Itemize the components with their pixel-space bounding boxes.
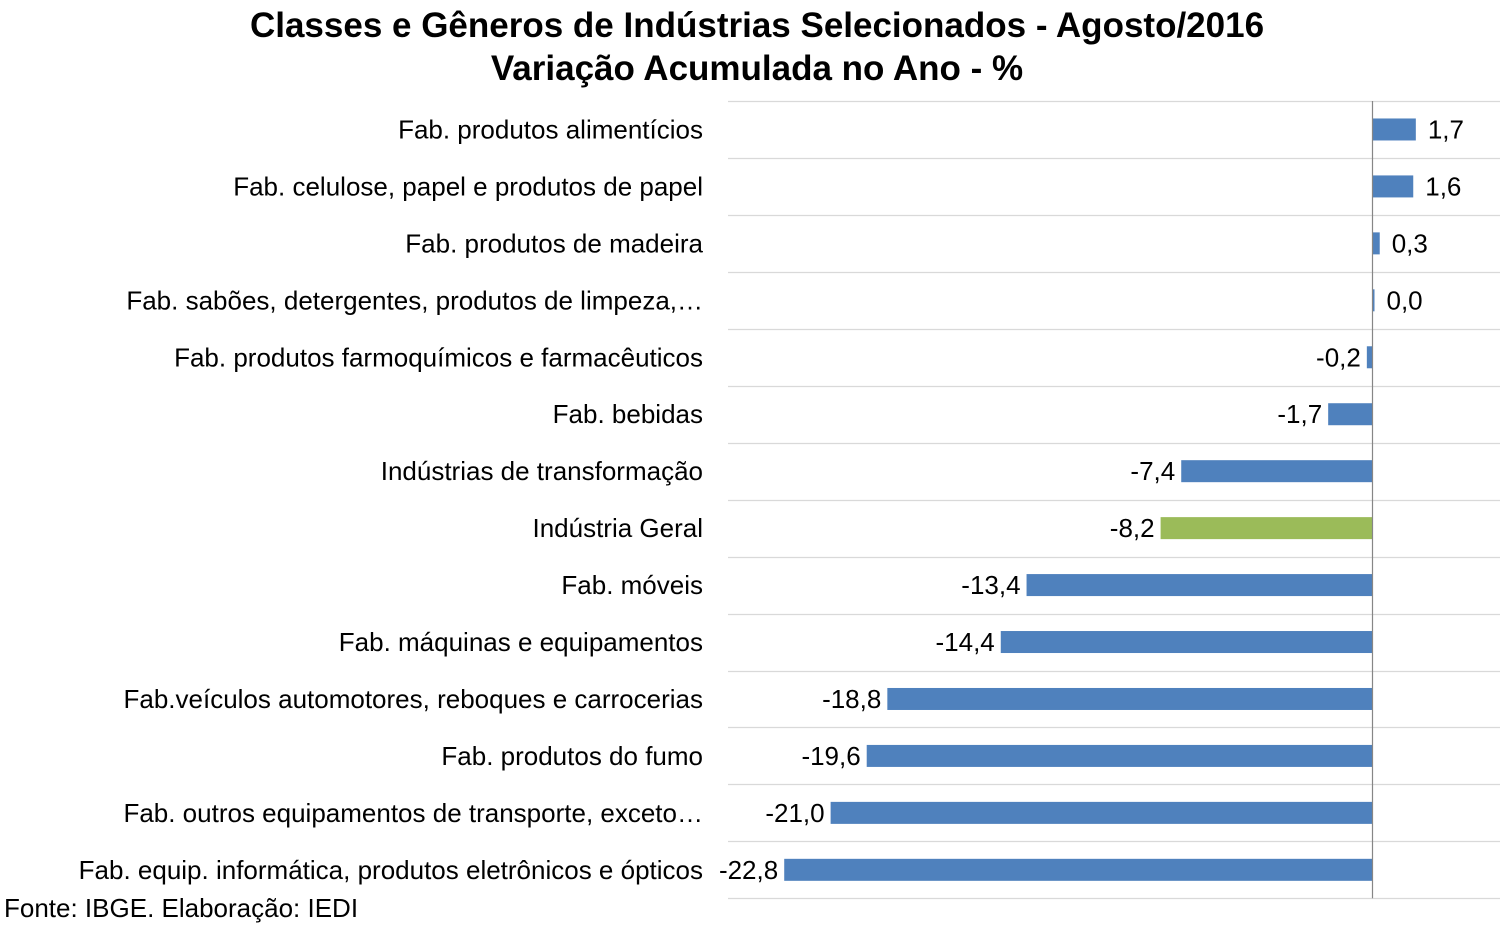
value-label: 1,7 — [1428, 114, 1464, 144]
value-label: -13,4 — [961, 570, 1020, 600]
bar — [1026, 574, 1372, 597]
bar — [1000, 631, 1372, 654]
bar — [866, 744, 1372, 767]
category-label: Fab. móveis — [561, 570, 703, 600]
category-label: Indústria Geral — [532, 513, 703, 543]
bar — [1181, 460, 1372, 483]
value-label: -7,4 — [1130, 456, 1175, 486]
category-label: Fab. produtos de madeira — [405, 228, 703, 258]
category-label: Fab.veículos automotores, reboques e car… — [123, 684, 703, 714]
value-label: 0,3 — [1392, 228, 1428, 258]
value-label: -0,2 — [1316, 342, 1361, 372]
chart-subtitle: Variação Acumulada no Ano - % — [490, 49, 1024, 88]
value-label: 1,6 — [1425, 171, 1461, 201]
category-labels: Fab. produtos alimentícios Fab. celulose,… — [79, 114, 704, 884]
value-label: -22,8 — [719, 855, 778, 885]
category-label: Fab. bebidas — [553, 399, 703, 429]
bar — [784, 858, 1372, 881]
category-label: Fab. produtos alimentícios — [398, 114, 703, 144]
bar — [1372, 118, 1416, 141]
value-label: -8,2 — [1110, 513, 1155, 543]
value-label: -14,4 — [936, 627, 995, 657]
value-label: -18,8 — [822, 684, 881, 714]
category-label: Fab. produtos do fumo — [441, 741, 703, 771]
bar — [887, 687, 1372, 710]
value-labels: 1,7 1,6 0,3 0,0 -0,2 -1,7 -7,4 -8,2 -13,4 -14,4 -1… — [719, 114, 1464, 884]
category-label: Fab. máquinas e equipamentos — [339, 627, 703, 657]
bar — [1366, 346, 1372, 369]
value-label: -21,0 — [765, 798, 824, 828]
value-label: -1,7 — [1277, 399, 1322, 429]
chart-title: Classes e Gêneros de Indústrias Selecion… — [249, 6, 1265, 45]
category-label: Fab. celulose, papel e produtos de papel — [233, 171, 703, 201]
value-label: -19,6 — [801, 741, 860, 771]
source-note: Fonte: IBGE. Elaboração: IEDI — [4, 893, 359, 923]
category-label: Fab. sabões, detergentes, produtos de li… — [126, 285, 703, 315]
bar — [830, 801, 1372, 824]
bar — [1372, 175, 1414, 198]
bar — [1372, 232, 1380, 255]
gridlines — [728, 100, 1500, 900]
bars — [784, 118, 1416, 881]
category-label: Fab. produtos farmoquímicos e farmacêuti… — [174, 342, 703, 372]
category-label: Indústrias de transformação — [381, 456, 703, 486]
bar — [1372, 289, 1375, 312]
category-label: Fab. equip. informática, produtos eletrô… — [79, 855, 703, 885]
bar-highlight — [1160, 517, 1372, 540]
bar — [1328, 403, 1372, 426]
category-label: Fab. outros equipamentos de transporte, … — [123, 798, 703, 828]
value-label: 0,0 — [1387, 285, 1423, 315]
